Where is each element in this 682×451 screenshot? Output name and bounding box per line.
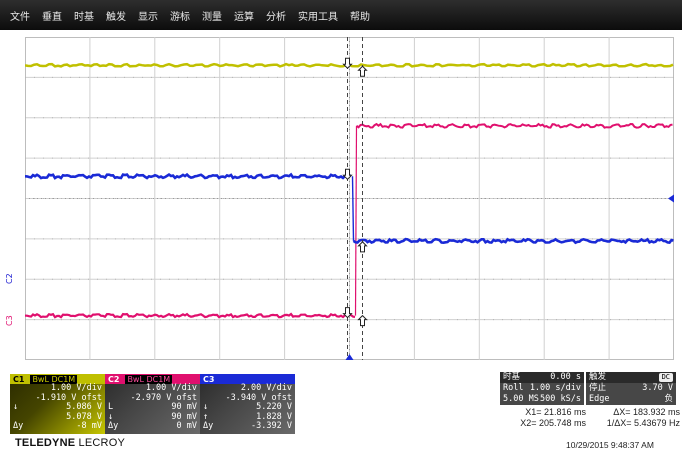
timebase-panel[interactable]: 时基 0.00 s Roll 1.00 s/div 5.00 MS 500 kS/s <box>500 372 584 405</box>
brand-logo-bold: TELEDYNE <box>15 437 76 449</box>
trigger-time-marker <box>345 354 354 360</box>
channel-3-descriptor[interactable]: C3 2.00 V/div -3.940 V ofst ↓ 5.220 V ↑ 1.… <box>200 374 295 434</box>
brand-logo: TELEDYNE LECROY <box>15 437 125 449</box>
menu-measure[interactable]: 测量 <box>202 11 222 23</box>
cursor-inverse-delta-x: 1/ΔX= 5.43679 Hz <box>606 418 680 428</box>
channel-2-offset: -2.970 V ofst <box>130 392 197 403</box>
trigger-level: 3.70 V <box>642 383 673 393</box>
menu-analysis[interactable]: 分析 <box>266 11 286 23</box>
menu-cursors[interactable]: 游标 <box>170 11 190 23</box>
ch3-trace-before <box>25 172 352 180</box>
timebase-tdiv: 1.00 s/div <box>529 383 581 393</box>
menu-bar: 文件 垂直 时基 触发 显示 游标 测量 运算 分析 实用工具 帮助 <box>0 0 682 30</box>
cursor-x2: X2= 205.748 ms <box>520 418 586 428</box>
menu-help[interactable]: 帮助 <box>350 11 370 23</box>
menu-file[interactable]: 文件 <box>10 11 30 23</box>
channel-1-row3-value: -8 mV <box>76 421 102 431</box>
channel-1-offset: -1.910 V ofst <box>35 392 102 403</box>
channel-1-vdiv: 1.00 V/div <box>50 383 102 393</box>
channel-3-side-label: C3 <box>5 315 14 326</box>
timebase-delay: 0.00 s <box>550 372 581 382</box>
channel-2-flags: BwL DC1M <box>125 374 173 384</box>
channel-1-descriptor[interactable]: C1 BwL DC1M 1.00 V/div -1.910 V ofst ↓ 5.0… <box>10 374 105 434</box>
channel-3-vdiv: 2.00 V/div <box>240 383 292 393</box>
trigger-state: 停止 <box>589 383 607 393</box>
channel-2-vdiv: 1.00 V/div <box>145 383 197 393</box>
channel-2-descriptor[interactable]: C2 BwL DC1M 1.00 V/div -2.970 V ofst L 90 … <box>105 374 200 434</box>
cursor-readout: X1= 21.816 ms ΔX= 183.932 ms X2= 205.748 … <box>500 407 680 429</box>
trigger-type: Edge <box>589 394 610 404</box>
channel-1-row1-value: 5.086 V <box>66 402 102 412</box>
channel-3-row1-symbol: ↓ <box>203 402 209 412</box>
channel-2-row2-value: 90 mV <box>171 411 197 422</box>
ch3-trace-after <box>352 237 674 245</box>
channel-3-row3-symbol: Δy <box>203 421 214 431</box>
channel-1-id: C1 <box>13 374 25 384</box>
channel-3-row2-symbol: ↑ <box>203 411 209 422</box>
channel-1-row3-symbol: Δy <box>13 421 24 431</box>
channel-2-row2-symbol: ↓ <box>108 411 114 422</box>
cursor-marker-down-ch2 <box>342 307 353 319</box>
cursor-x1: X1= 21.816 ms <box>525 407 586 417</box>
trigger-level-marker <box>668 194 674 203</box>
channel-2-row3-value: 0 mV <box>176 421 197 431</box>
timebase-samples: 5.00 MS <box>503 394 539 404</box>
channel-2-id: C2 <box>108 374 120 384</box>
channel-3-id: C3 <box>203 374 215 384</box>
cursor-delta-x: ΔX= 183.932 ms <box>613 407 680 417</box>
menu-vertical[interactable]: 垂直 <box>42 11 62 23</box>
menu-timebase[interactable]: 时基 <box>74 11 94 23</box>
channel-2-row3-symbol: Δy <box>108 421 119 431</box>
channel-1-row1-symbol: ↓ <box>13 402 19 412</box>
channel-1-flags: BwL DC1M <box>30 374 78 384</box>
menu-math[interactable]: 运算 <box>234 11 254 23</box>
waveform-grid <box>25 37 674 360</box>
menu-trigger[interactable]: 触发 <box>106 11 126 23</box>
cursor-marker-up-ch3 <box>357 241 368 253</box>
waveform-display[interactable] <box>25 37 674 360</box>
brand-logo-thin: LECROY <box>78 437 125 449</box>
channel-1-row2-value: 5.078 V <box>66 411 102 422</box>
ch2-trace-edge <box>354 125 358 316</box>
channel-2-row1-value: 90 mV <box>171 402 197 412</box>
timebase-title: 时基 <box>503 372 521 382</box>
timebase-mode: Roll <box>503 383 524 393</box>
channel-3-row3-value: -3.392 V <box>251 421 292 431</box>
cursor-marker-down-ch3 <box>342 168 353 181</box>
cursor-marker-up-ch1 <box>357 65 368 77</box>
channel-2-row1-symbol: L <box>108 402 114 412</box>
timebase-rate: 500 kS/s <box>540 394 581 404</box>
channel-3-row2-value: 1.828 V <box>256 411 292 422</box>
ch3-trace-edge <box>351 176 355 241</box>
channel-3-offset: -3.940 V ofst <box>225 392 292 403</box>
trigger-coupling-badge: DC <box>658 373 673 382</box>
channel-2-side-label: C2 <box>5 273 14 284</box>
ch2-trace-after <box>355 122 673 129</box>
trigger-slope: 负 <box>664 394 673 404</box>
channel-3-row1-value: 5.220 V <box>256 402 292 412</box>
ch2-trace-before <box>25 312 356 319</box>
cursor-marker-down-ch1 <box>342 57 353 69</box>
timestamp: 10/29/2015 9:48:37 AM <box>566 440 654 450</box>
trigger-title: 触发 <box>589 372 607 382</box>
menu-display[interactable]: 显示 <box>138 11 158 23</box>
menu-utilities[interactable]: 实用工具 <box>298 11 338 23</box>
cursor-marker-up-ch2 <box>357 314 368 327</box>
trigger-panel[interactable]: 触发 DC 停止 3.70 V Edge 负 <box>586 372 676 405</box>
